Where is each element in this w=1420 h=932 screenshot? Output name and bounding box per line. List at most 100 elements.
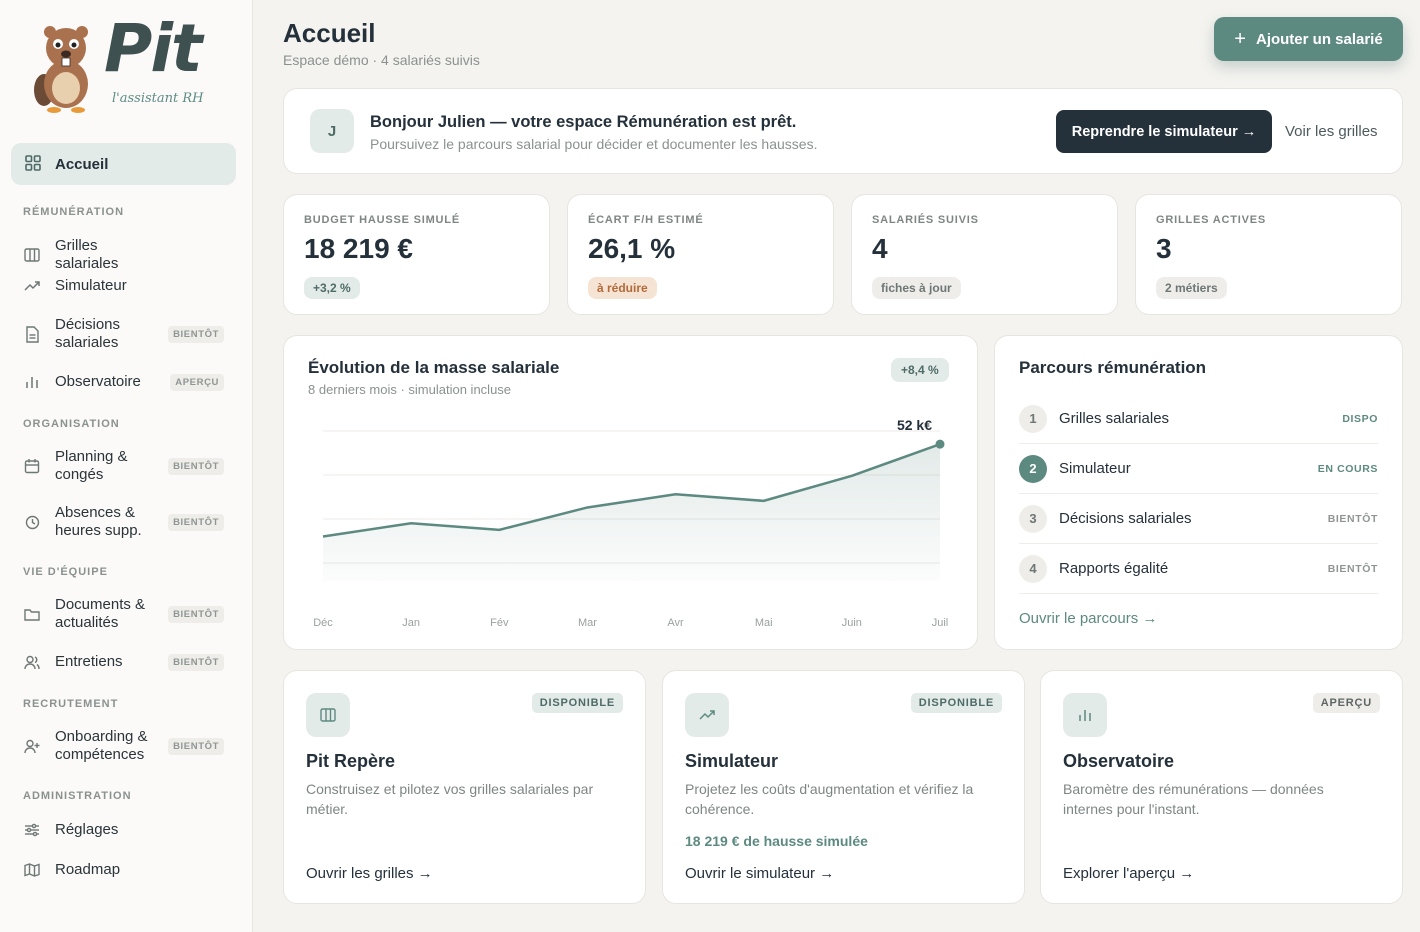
sidebar-item-label: Entretiens xyxy=(55,653,123,670)
module-highlight: 18 219 € de hausse simulée xyxy=(685,833,868,849)
chart-x-tick-label: Juin xyxy=(842,617,862,629)
parcours-step[interactable]: 3 Décisions salariales BIENTÔT xyxy=(1019,494,1378,544)
sidebar-item-label: Décisions salariales xyxy=(55,316,121,351)
view-grids-link[interactable]: Voir les grilles xyxy=(1285,123,1378,140)
sidebar-item-simulateur[interactable]: Simulateur xyxy=(23,277,228,295)
module-tag: APERÇU xyxy=(1312,693,1380,713)
soon-badge: BIENTÔT xyxy=(168,738,224,755)
parcours-title: Parcours rémunération xyxy=(1019,358,1207,377)
page-title: Accueil xyxy=(283,18,376,48)
calendar-icon xyxy=(23,457,41,475)
chart-x-tick-label: Mar xyxy=(578,617,597,629)
avatar: J xyxy=(310,109,354,153)
welcome-title: Bonjour Julien — votre espace Rémunérati… xyxy=(370,113,797,131)
grid-icon xyxy=(306,693,350,737)
sidebar-item-decisions[interactable]: Décisions salariales BIENTÔT xyxy=(23,316,228,352)
module-card-repere[interactable]: DISPONIBLE Pit Repère Construisez et pil… xyxy=(283,670,646,904)
module-link[interactable]: Ouvrir le simulateur → xyxy=(685,865,835,882)
module-link[interactable]: Explorer l'aperçu → xyxy=(1063,865,1195,882)
logo-tagline: l'assistant RH xyxy=(112,91,204,106)
sidebar-item-reglages[interactable]: Réglages xyxy=(23,821,228,839)
chart-point xyxy=(935,439,945,449)
user-plus-icon xyxy=(23,737,41,755)
document-icon xyxy=(23,325,41,343)
sidebar-item-roadmap[interactable]: Roadmap xyxy=(23,861,228,879)
nav-item-home[interactable]: Accueil xyxy=(11,143,236,185)
preview-badge: APERÇU xyxy=(170,374,224,391)
chart-subtitle: 8 derniers mois · simulation incluse xyxy=(308,382,512,397)
kpi-pill: à réduire xyxy=(588,277,657,299)
payroll-chart: 52 k€ Déc Jan Fév Mar Avr Mai Juin Juil xyxy=(313,417,949,629)
section-administration: ADMINISTRATION xyxy=(23,790,132,802)
sidebar-item-label: Roadmap xyxy=(55,861,121,878)
chart-x-tick-label: Avr xyxy=(667,617,684,629)
folder-icon xyxy=(23,605,41,623)
sidebar-item-absences[interactable]: Absences & heures supp. BIENTÔT xyxy=(23,504,228,540)
map-icon xyxy=(23,861,41,879)
sidebar-item-entretiens[interactable]: Entretiens BIENTÔT xyxy=(23,653,228,671)
app-logo[interactable]: Pit l'assistant RH xyxy=(30,10,226,118)
section-organisation: ORGANISATION xyxy=(23,418,120,430)
sidebar-item-label: Simulateur xyxy=(55,277,127,294)
welcome-banner: J Bonjour Julien — votre espace Rémunéra… xyxy=(283,88,1403,174)
kpi-card-budget: BUDGET HAUSSE SIMULÉ 18 219 € +3,2 % xyxy=(283,194,550,315)
sidebar-item-onboarding[interactable]: Onboarding & compétences BIENTÔT xyxy=(23,728,228,764)
page-subtitle: Espace démo · 4 salariés suivis xyxy=(283,52,480,68)
section-remuneration: RÉMUNÉRATION xyxy=(23,206,125,218)
kpi-value: 26,1 % xyxy=(588,233,676,264)
add-employee-button[interactable]: + Ajouter un salarié xyxy=(1214,17,1403,61)
step-label: Simulateur xyxy=(1059,460,1131,477)
module-title: Observatoire xyxy=(1063,751,1175,771)
module-card-simulateur[interactable]: DISPONIBLE Simulateur Projetez les coûts… xyxy=(662,670,1025,904)
parcours-step[interactable]: 4 Rapports égalité BIENTÔT xyxy=(1019,544,1378,594)
soon-badge: BIENTÔT xyxy=(168,458,224,475)
kpi-pill: fiches à jour xyxy=(872,277,961,299)
step-number: 2 xyxy=(1019,454,1047,483)
resume-simulator-button[interactable]: Reprendre le simulateur → xyxy=(1056,110,1272,153)
module-title: Simulateur xyxy=(685,751,779,771)
kpi-card-gap: ÉCART F/H ESTIMÉ 26,1 % à réduire xyxy=(567,194,834,315)
clock-icon xyxy=(23,513,41,531)
kpi-value: 3 xyxy=(1156,233,1172,264)
module-link[interactable]: Ouvrir les grilles → xyxy=(306,865,433,882)
step-number: 1 xyxy=(1019,404,1047,433)
module-title: Pit Repère xyxy=(306,751,396,771)
module-description: Baromètre des rémunérations — données in… xyxy=(1063,781,1324,817)
kpi-label: GRILLES ACTIVES xyxy=(1156,214,1266,226)
chart-area xyxy=(323,444,940,581)
kpi-pill: 2 métiers xyxy=(1156,277,1227,299)
kpi-card-grids: GRILLES ACTIVES 3 2 métiers xyxy=(1135,194,1402,315)
sidebar: Pit l'assistant RH Accueil RÉMUNÉRATION … xyxy=(0,0,253,932)
chart-line xyxy=(322,443,941,538)
sidebar-item-label: Onboarding & compétences xyxy=(55,728,148,763)
kpi-value: 18 219 € xyxy=(304,233,413,264)
module-description: Construisez et pilotez vos grilles salar… xyxy=(306,781,594,817)
module-tag: DISPONIBLE xyxy=(531,693,623,713)
sidebar-item-label: Absences & heures supp. xyxy=(55,504,142,539)
module-card-observatoire[interactable]: APERÇU Observatoire Baromètre des rémuné… xyxy=(1040,670,1403,904)
sliders-icon xyxy=(23,821,41,839)
chart-x-tick-label: Juil xyxy=(932,617,949,629)
people-icon xyxy=(23,653,41,671)
section-vie-equipe: VIE D'ÉQUIPE xyxy=(23,566,108,578)
section-recrutement: RECRUTEMENT xyxy=(23,698,119,710)
kpi-value: 4 xyxy=(872,233,888,264)
parcours-step[interactable]: 2 Simulateur EN COURS xyxy=(1019,444,1378,494)
trend-icon xyxy=(685,693,729,737)
step-number: 4 xyxy=(1019,554,1047,583)
chart-x-tick-label: Fév xyxy=(490,617,509,629)
kpi-label: BUDGET HAUSSE SIMULÉ xyxy=(304,214,460,226)
kpi-label: SALARIÉS SUIVIS xyxy=(872,214,979,226)
open-parcours-link[interactable]: Ouvrir le parcours → xyxy=(1019,610,1158,627)
sidebar-item-documents[interactable]: Documents & actualités BIENTÔT xyxy=(23,596,228,632)
sidebar-item-grilles[interactable]: Grilles salariales xyxy=(23,237,228,273)
step-status: BIENTÔT xyxy=(1327,512,1378,525)
sidebar-item-label: Observatoire xyxy=(55,373,141,390)
step-status: DISPO xyxy=(1342,412,1378,425)
sidebar-item-label: Documents & actualités xyxy=(55,596,146,631)
logo-wordmark: Pit xyxy=(104,10,203,87)
sidebar-item-observatoire[interactable]: Observatoire APERÇU xyxy=(23,373,228,391)
chart-growth-badge: +8,4 % xyxy=(891,358,949,382)
parcours-step[interactable]: 1 Grilles salariales DISPO xyxy=(1019,394,1378,444)
sidebar-item-planning[interactable]: Planning & congés BIENTÔT xyxy=(23,448,228,484)
